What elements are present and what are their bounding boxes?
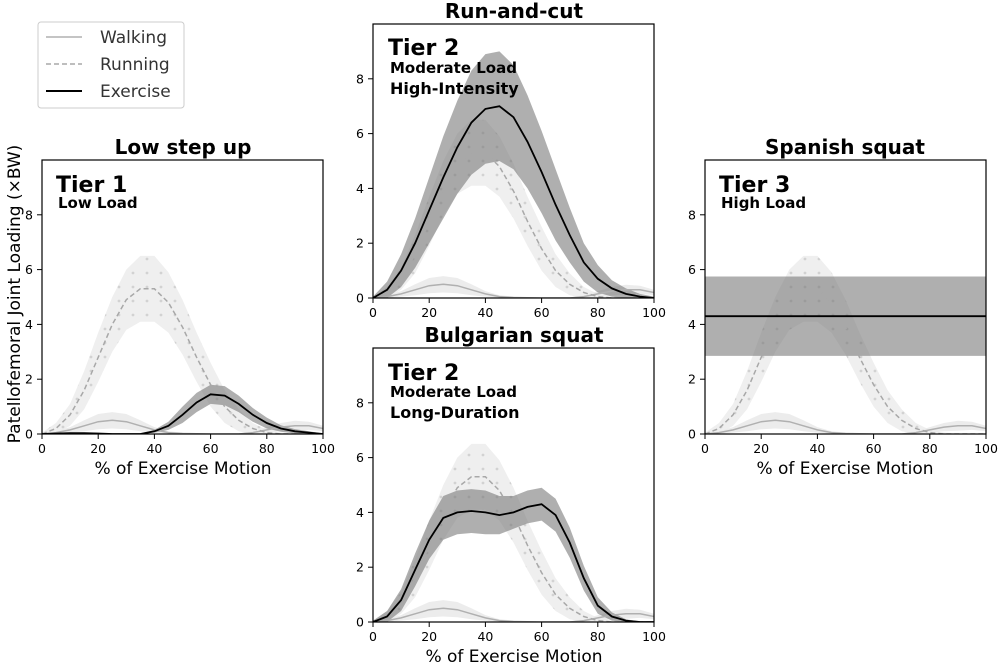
y-tick-label: 2 — [688, 372, 696, 387]
tier-load: High Load — [721, 194, 806, 212]
panel-title: Run-and-cut — [445, 0, 584, 23]
x-tick-label: 0 — [701, 441, 709, 456]
x-tick-label: 100 — [311, 441, 335, 456]
panel-bulgarian-squat: Bulgarian squat Tier 2 Moderate Load Lon… — [356, 323, 666, 665]
exercise-sd-band — [373, 51, 654, 298]
x-axis-label: % of Exercise Motion — [94, 459, 271, 479]
x-tick-label: 20 — [90, 441, 106, 456]
panel-title: Bulgarian squat — [424, 323, 604, 347]
x-tick-label: 60 — [534, 305, 550, 320]
y-tick-label: 4 — [356, 181, 364, 196]
y-tick-label: 0 — [25, 427, 33, 442]
plot-clip — [373, 443, 654, 622]
x-axis-label: % of Exercise Motion — [425, 647, 602, 665]
panel-low-step-up: Low step up Tier 1 Low Load 0 20 40 60 80 100… — [25, 135, 335, 479]
exercise-line — [373, 105, 654, 298]
x-tick-label: 40 — [809, 441, 825, 456]
x-tick-label: 0 — [38, 441, 46, 456]
tier-label: Tier 3 — [719, 173, 790, 198]
x-tick-label: 80 — [259, 441, 275, 456]
running-sd-band-dots — [42, 255, 323, 434]
tier-label: Tier 2 — [388, 36, 459, 61]
x-tick-label: 80 — [590, 305, 606, 320]
legend-exercise-label: Exercise — [100, 82, 171, 102]
x-tick-label: 20 — [421, 629, 437, 644]
y-tick-label: 8 — [688, 207, 696, 222]
plot-clip — [705, 255, 986, 434]
running-sd-band-dots — [373, 443, 654, 622]
y-tick-label: 0 — [356, 615, 364, 630]
plot-area — [373, 443, 654, 622]
walking-sd-band — [373, 600, 654, 622]
axes-frame — [372, 23, 655, 299]
x-tick-label: 40 — [146, 441, 162, 456]
tier-mode: High-Intensity — [390, 79, 519, 98]
y-tick-label: 6 — [25, 262, 33, 277]
x-tick-label: 60 — [203, 441, 219, 456]
walking-sd-band — [705, 412, 986, 434]
legend-walking-label: Walking — [100, 28, 167, 48]
tier-load: Low Load — [58, 194, 138, 212]
y-tick-label: 6 — [356, 450, 364, 465]
x-tick-label: 20 — [753, 441, 769, 456]
x-tick-label: 40 — [477, 629, 493, 644]
y-tick-label: 8 — [356, 71, 364, 86]
y-tick-label: 4 — [688, 317, 696, 332]
tier-mode: Long-Duration — [390, 403, 520, 422]
panel-title: Low step up — [115, 135, 252, 159]
y-tick-label: 4 — [25, 317, 33, 332]
axes-frame — [41, 159, 324, 435]
y-tick-label: 8 — [25, 207, 33, 222]
panel-run-and-cut: Run-and-cut Tier 2 Moderate Load High-In… — [356, 0, 666, 320]
x-tick-label: 100 — [642, 305, 666, 320]
x-tick-label: 0 — [369, 305, 377, 320]
legend-running-label: Running — [100, 55, 170, 75]
panel-spanish-squat: Spanish squat Tier 3 High Load 0 20 40 60 80… — [688, 135, 998, 479]
ticks: 0 20 40 60 80 100 0 2 4 6 8 — [356, 395, 666, 644]
y-tick-label: 6 — [688, 262, 696, 277]
y-tick-label: 0 — [356, 291, 364, 306]
exercise-sd-band — [42, 384, 323, 434]
y-tick-label: 8 — [356, 395, 364, 410]
y-tick-label: 4 — [356, 505, 364, 520]
y-tick-label: 2 — [356, 236, 364, 251]
tier-label: Tier 2 — [388, 361, 459, 386]
exercise-sd-band — [373, 487, 654, 622]
x-tick-label: 100 — [642, 629, 666, 644]
tier-label: Tier 1 — [56, 173, 127, 198]
panel-title: Spanish squat — [765, 135, 925, 159]
walking-sd-band — [373, 276, 654, 298]
y-axis-label: Patellofemoral Joint Loading (×BW) — [5, 145, 25, 444]
plot-area — [42, 255, 323, 434]
x-tick-label: 0 — [369, 629, 377, 644]
walking-sd-band — [42, 412, 323, 434]
y-tick-label: 2 — [356, 560, 364, 575]
ticks: 0 20 40 60 80 100 0 2 4 6 8 — [688, 207, 998, 456]
x-tick-label: 80 — [590, 629, 606, 644]
exercise-line — [373, 503, 654, 622]
x-tick-label: 100 — [974, 441, 998, 456]
legend: Walking Running Exercise — [37, 21, 185, 109]
tier-load: Moderate Load — [390, 59, 517, 77]
y-tick-label: 0 — [688, 427, 696, 442]
x-tick-label: 60 — [866, 441, 882, 456]
plot-clip — [42, 255, 323, 434]
y-tick-label: 6 — [356, 126, 364, 141]
ticks: 0 20 40 60 80 100 0 2 4 6 8 — [356, 71, 666, 320]
axes-frame — [704, 159, 987, 435]
x-tick-label: 60 — [534, 629, 550, 644]
axes-frame — [372, 347, 655, 623]
x-tick-label: 80 — [922, 441, 938, 456]
x-tick-label: 20 — [421, 305, 437, 320]
x-tick-label: 40 — [477, 305, 493, 320]
ticks: 0 20 40 60 80 100 0 2 4 6 8 — [25, 207, 335, 456]
exercise-line — [42, 393, 323, 434]
tier-load: Moderate Load — [390, 383, 517, 401]
plot-area — [705, 255, 986, 434]
y-tick-label: 2 — [25, 372, 33, 387]
x-axis-label: % of Exercise Motion — [756, 459, 933, 479]
